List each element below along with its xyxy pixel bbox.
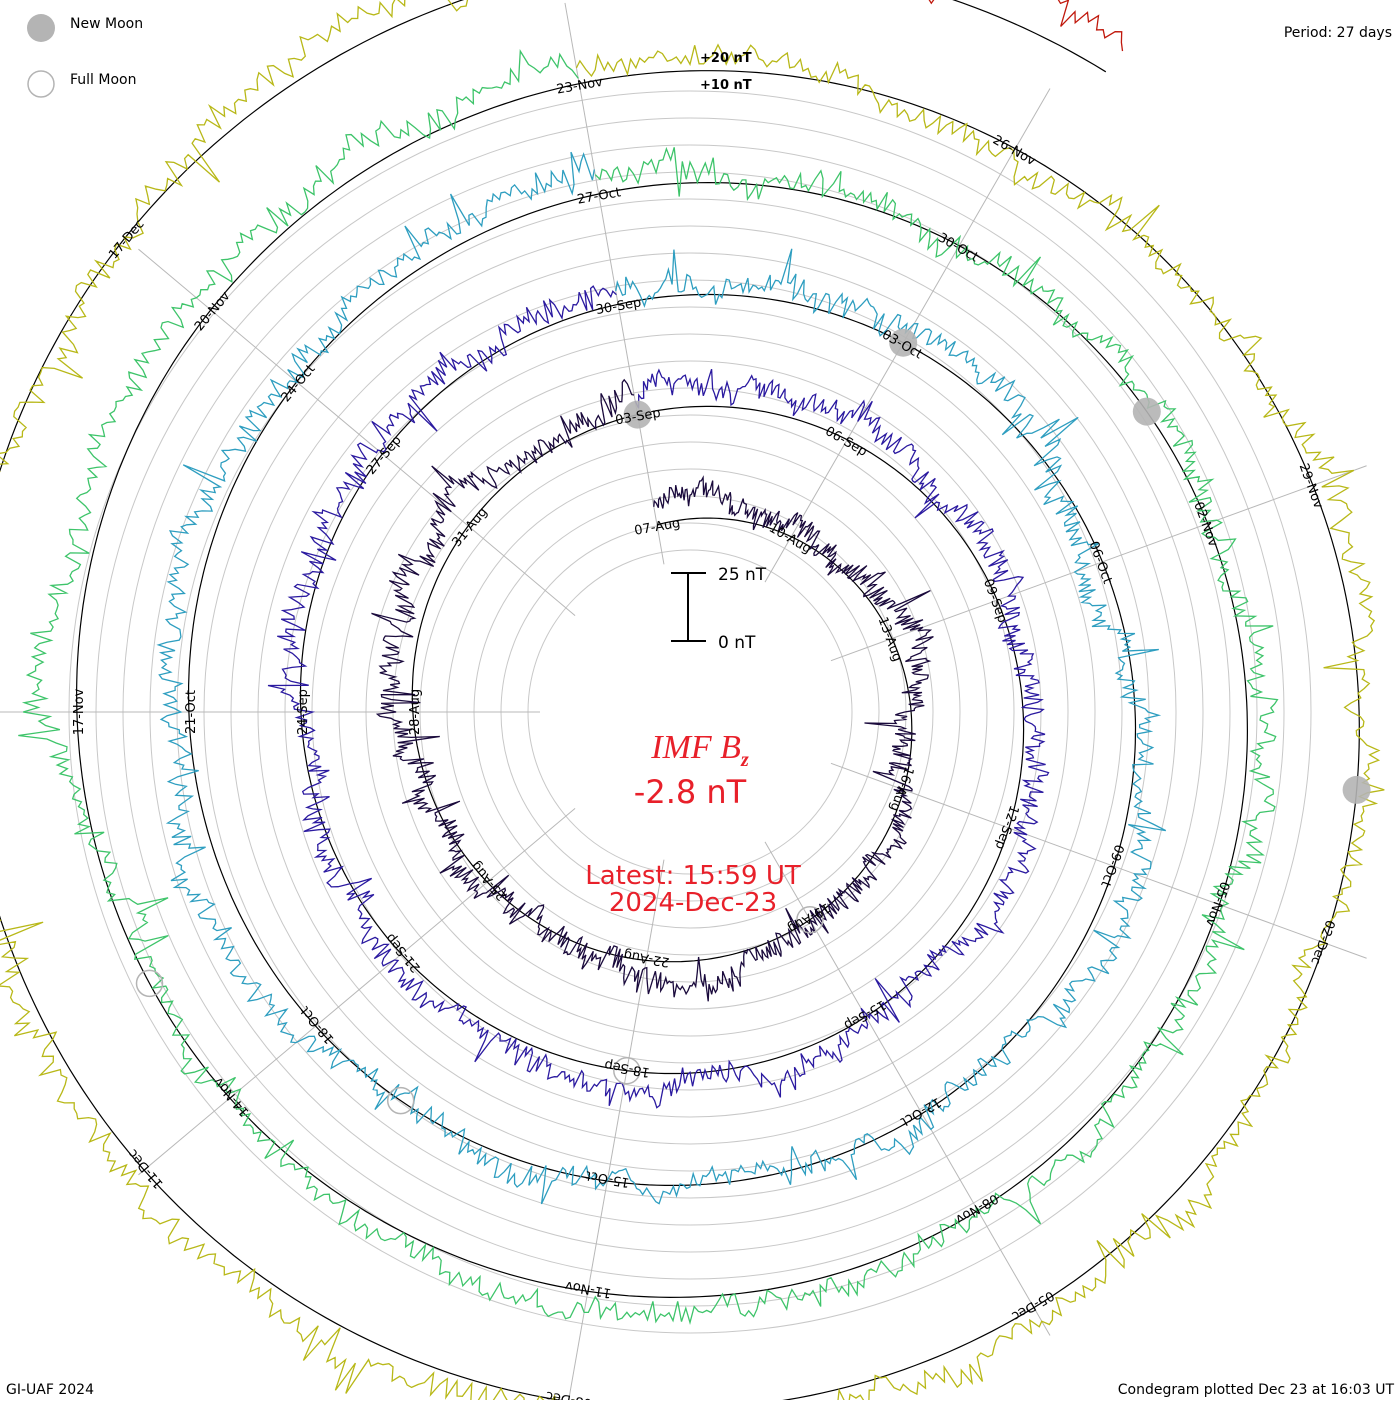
full-moon-marker	[135, 969, 164, 998]
date-label: 17-Dec	[106, 217, 147, 262]
period-label: Period: 27 days	[1284, 25, 1392, 41]
date-label: 05-Dec	[1009, 1287, 1057, 1323]
date-label: 14-Nov	[211, 1074, 253, 1120]
new-moon-marker	[889, 328, 918, 357]
date-label: 15-Oct	[585, 1167, 631, 1189]
credit-label: GI-UAF 2024	[6, 1382, 94, 1398]
day-spoke	[138, 248, 576, 616]
date-label: 24-Sep	[296, 689, 311, 735]
bz-trace-rotation-1	[267, 285, 1050, 1109]
date-label: 18-Oct	[298, 1003, 338, 1046]
date-label: 21-Sep	[383, 930, 424, 975]
date-label: 22-Aug	[622, 947, 670, 970]
plotted-timestamp: Condegram plotted Dec 23 at 16:03 UT	[1118, 1382, 1395, 1398]
baseline-rotation-5	[952, 0, 1107, 73]
bz-trace-rotation-5	[928, 0, 1124, 52]
full-moon-marker	[613, 1056, 641, 1085]
new-moon-marker	[1132, 397, 1161, 426]
full-moon-marker	[796, 905, 824, 934]
baseline-rotation-2	[188, 193, 1137, 1186]
date-label: 28-Aug	[408, 689, 423, 735]
date-label: 30-Oct	[935, 230, 981, 265]
date-label: 29-Nov	[1296, 462, 1326, 511]
day-spoke	[138, 808, 576, 1176]
moon-markers	[135, 328, 1371, 1115]
latest-date: 2024-Dec-23	[609, 888, 777, 918]
day-spoke	[567, 859, 665, 1404]
date-label: 23-Nov	[555, 75, 604, 98]
scale-bar-bottom-label: 0 nT	[718, 633, 756, 653]
new-moon-legend-icon	[27, 14, 55, 42]
grid-circle	[527, 549, 853, 875]
day-spoke	[830, 762, 1367, 959]
bz-trace-rotation-2	[156, 151, 1167, 1205]
date-label: 08-Nov	[952, 1190, 1000, 1226]
date-label: 11-Nov	[564, 1277, 613, 1300]
date-label: 07-Aug	[633, 516, 681, 539]
chart-title-subscript: z	[740, 749, 749, 771]
date-label: 30-Sep	[595, 295, 643, 318]
full-moon-marker	[386, 1086, 415, 1115]
day-spokes	[0, 2, 1367, 1404]
day-spoke	[564, 2, 665, 565]
date-label: 12-Oct	[898, 1094, 944, 1129]
date-label: 06-Sep	[822, 424, 869, 460]
legend: New Moon Full Moon	[27, 14, 143, 98]
date-label: 02-Dec	[1307, 918, 1337, 967]
date-label: 26-Nov	[990, 133, 1038, 169]
grid-circle	[500, 522, 880, 902]
scale-bar-top-label: 25 nT	[718, 565, 767, 585]
scale-bar: 25 nT 0 nT	[671, 565, 767, 653]
date-label: 24-Oct	[279, 362, 319, 405]
baseline-rotation-1	[299, 303, 1025, 1075]
legend-new-moon-label: New Moon	[70, 16, 143, 32]
date-label: 09-Oct	[1097, 842, 1126, 889]
grid-label-plus20: +20 nT	[700, 51, 752, 66]
new-moon-marker	[623, 400, 652, 429]
bz-trace-rotation-0	[371, 378, 934, 1002]
date-label: 09-Sep	[980, 577, 1010, 625]
grid-label-plus10: +10 nT	[700, 78, 752, 93]
date-label: 02-Nov	[1190, 500, 1220, 549]
baseline-rotation-4	[0, 0, 1360, 1404]
latest-time: Latest: 15:59 UT	[585, 861, 801, 891]
date-label: 08-Dec	[545, 1388, 593, 1400]
date-labels: 07-Aug 10-Aug13-Aug16-Aug19-Aug22-Aug25-A…	[72, 75, 1337, 1404]
chart-title-main: IMF B	[650, 729, 741, 766]
date-label: 21-Oct	[184, 690, 199, 734]
baseline-rotation-3	[75, 83, 1249, 1299]
legend-full-moon-label: Full Moon	[70, 72, 136, 88]
current-bz-value: -2.8 nT	[634, 773, 747, 811]
chart-title: IMF Bz	[650, 729, 749, 771]
date-label: 17-Nov	[72, 688, 87, 735]
full-moon-legend-icon	[27, 70, 55, 98]
new-moon-marker	[1342, 775, 1371, 804]
bz-trace-rotation-3	[18, 49, 1279, 1326]
